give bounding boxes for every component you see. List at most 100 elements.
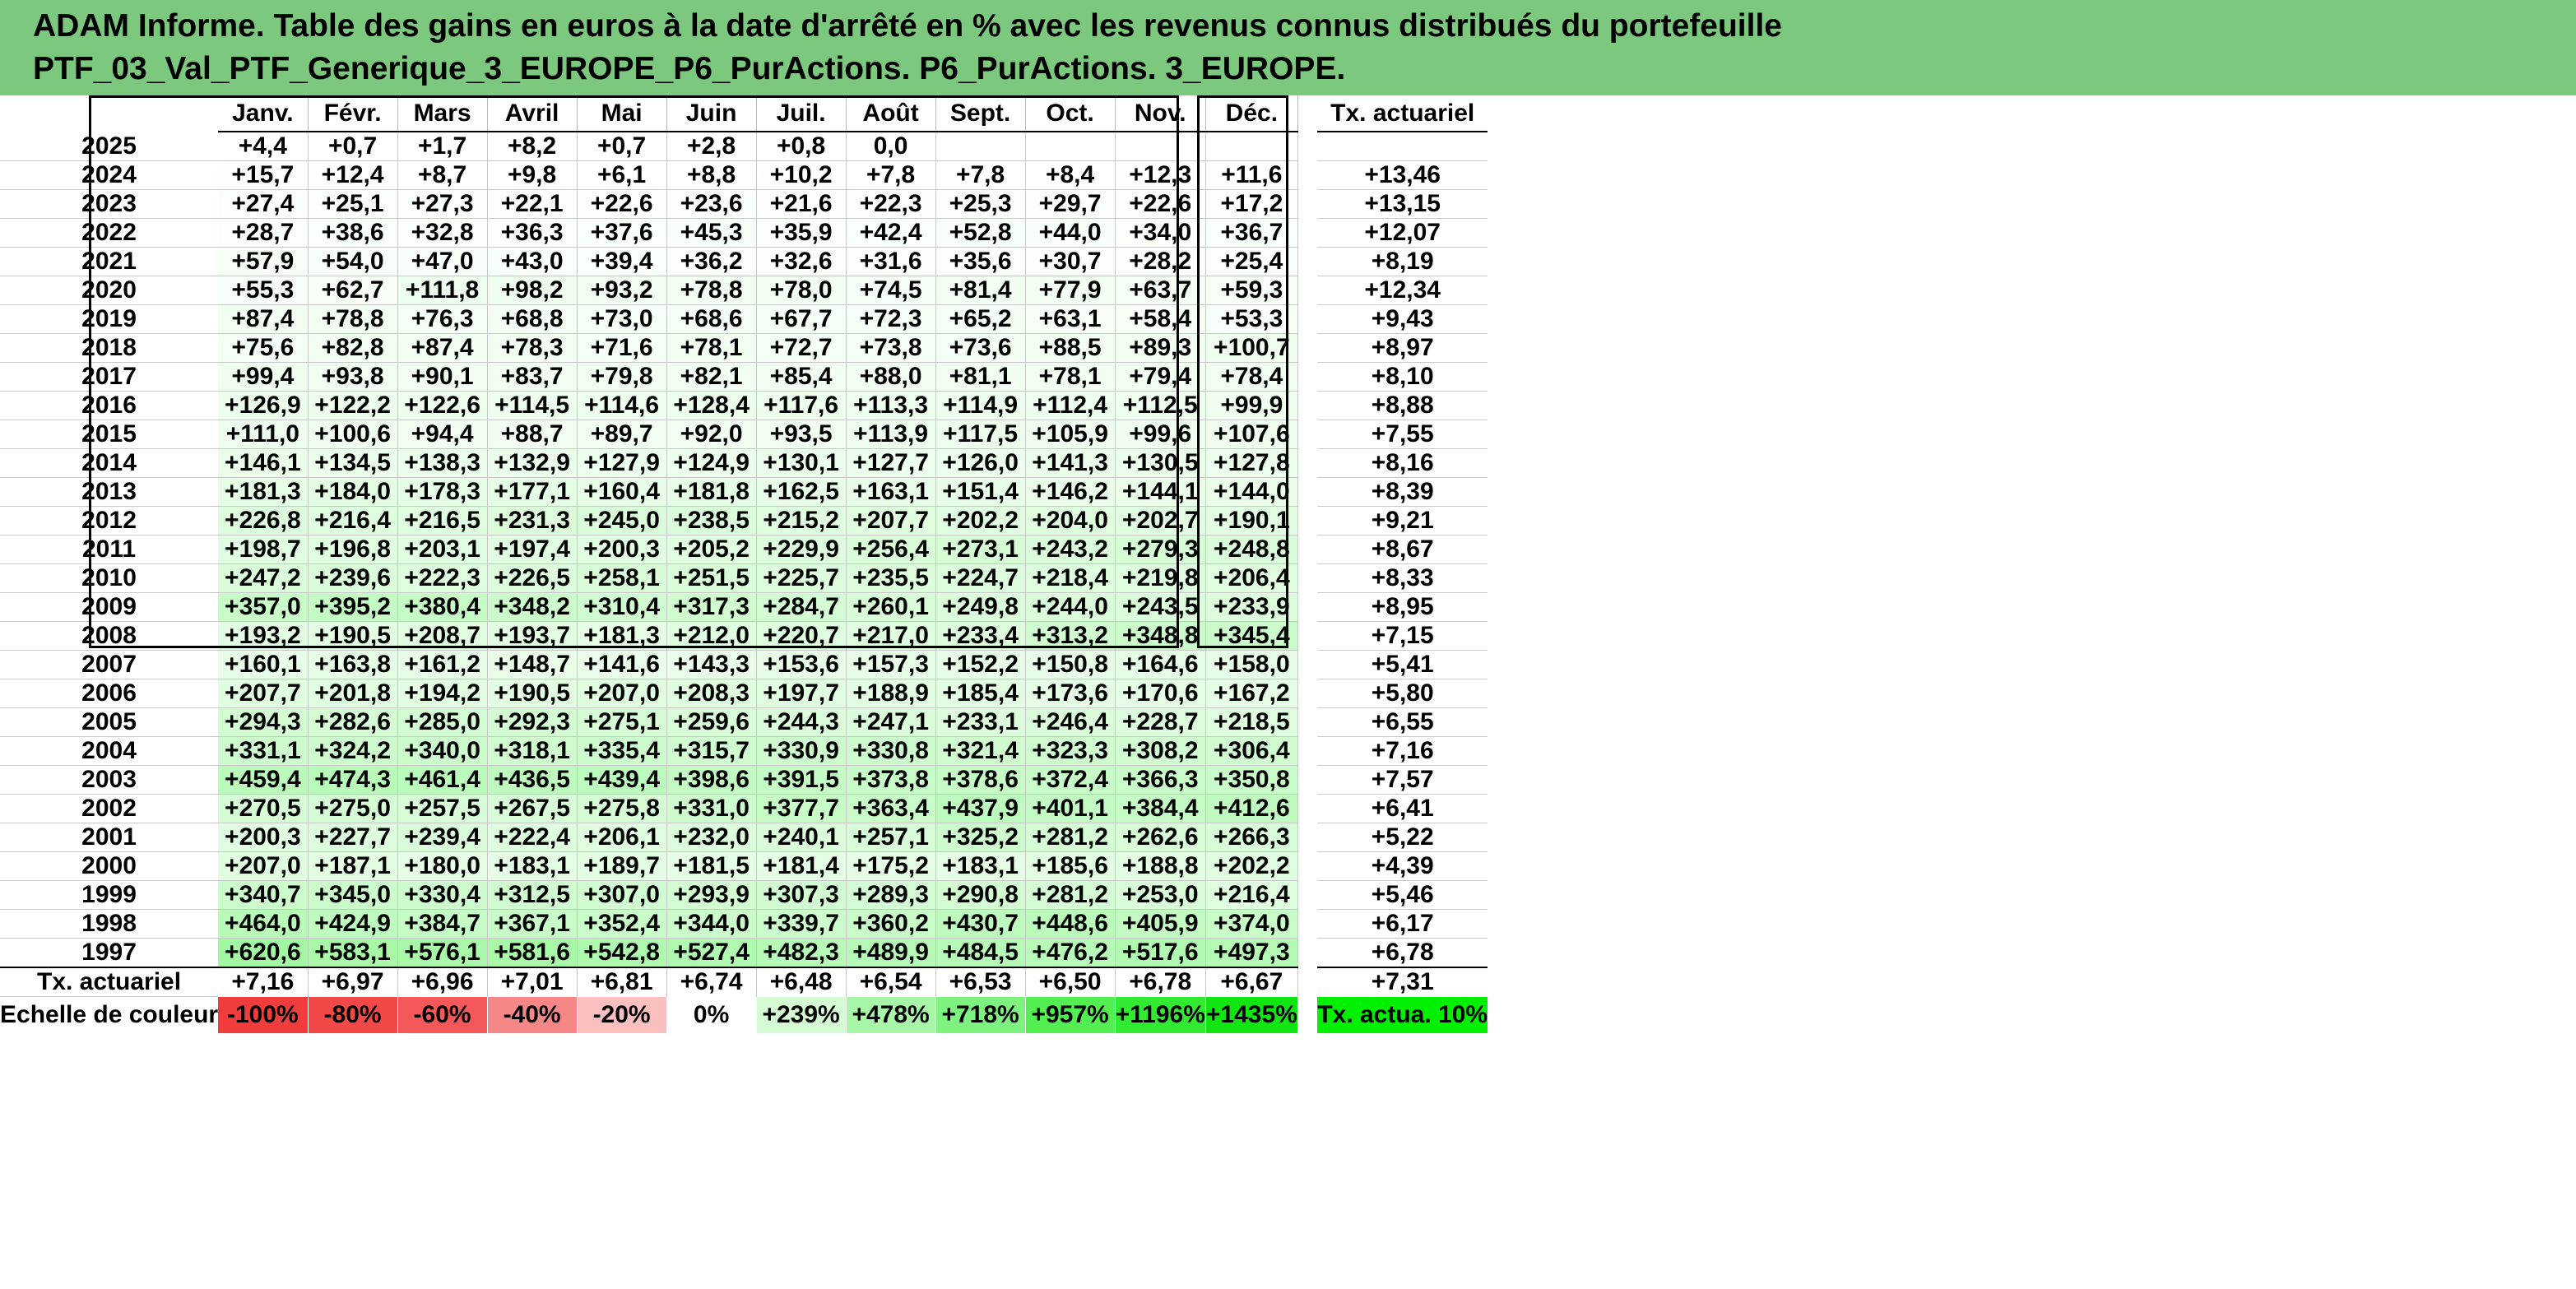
gain-cell: +357,0	[218, 592, 309, 622]
month-header: Mai	[577, 95, 667, 132]
gain-cell: +183,1	[935, 851, 1026, 881]
gap-cell	[1297, 95, 1318, 132]
gap-cell	[1297, 304, 1318, 334]
color-scale-swatch: -80%	[308, 996, 398, 1033]
gain-cell: +90,1	[397, 362, 488, 392]
annual-rate-cell: +5,46	[1317, 880, 1488, 910]
year-cell: 2019	[0, 304, 219, 334]
annual-rate-cell: +8,95	[1317, 592, 1488, 622]
gain-cell: +307,3	[756, 880, 847, 910]
gain-cell: +206,1	[577, 823, 667, 852]
gap-cell	[1297, 880, 1318, 910]
gain-cell: +207,7	[218, 679, 309, 708]
gain-cell: +222,4	[487, 823, 578, 852]
gain-cell: +98,2	[487, 276, 578, 305]
annual-rate-cell: +6,55	[1317, 707, 1488, 737]
gain-cell: +482,3	[756, 938, 847, 968]
annual-rate-cell: +8,16	[1317, 448, 1488, 478]
gain-cell: +232,0	[666, 823, 757, 852]
gain-cell: +205,2	[666, 535, 757, 564]
gain-cell: +87,4	[397, 333, 488, 363]
color-scale-swatch: +718%	[935, 996, 1026, 1033]
gain-cell: +317,3	[666, 592, 757, 622]
gap-cell	[1297, 247, 1318, 276]
footer-rate-row: Tx. actuariel +7,16 +6,97 +6,96 +7,01 +6,81 +6…	[0, 967, 1488, 997]
gap-cell	[1297, 650, 1318, 679]
year-cell: 2006	[0, 679, 219, 708]
gap-cell	[1297, 535, 1318, 564]
rate-scale-swatch: Tx. actua. 10%	[1317, 996, 1488, 1033]
gain-cell: +202,2	[935, 506, 1026, 536]
gain-cell: +517,6	[1115, 938, 1206, 968]
gain-cell: +7,8	[935, 160, 1026, 190]
gain-cell: +53,3	[1205, 304, 1298, 334]
gain-cell: +340,7	[218, 880, 309, 910]
gain-cell: +117,5	[935, 420, 1026, 449]
gain-cell: +36,7	[1205, 218, 1298, 248]
gain-cell: +439,4	[577, 765, 667, 795]
gap-cell	[1297, 592, 1318, 622]
annual-rate-cell	[1317, 132, 1488, 161]
gain-cell: +201,8	[308, 679, 398, 708]
gain-cell: +366,3	[1115, 765, 1206, 795]
year-cell: 2023	[0, 189, 219, 219]
gain-cell: +436,5	[487, 765, 578, 795]
color-scale-swatch: -20%	[577, 996, 667, 1033]
gain-cell: +78,8	[666, 276, 757, 305]
gain-cell: +207,0	[218, 851, 309, 881]
gain-cell: +181,4	[756, 851, 847, 881]
gain-cell: +372,4	[1025, 765, 1116, 795]
gain-cell: +249,8	[935, 592, 1026, 622]
gain-cell: +318,1	[487, 736, 578, 766]
gain-cell: +270,5	[218, 794, 309, 823]
annual-rate-cell: +8,19	[1317, 247, 1488, 276]
table-row: 2007 +160,1 +163,8 +161,2 +148,7 +141,6 +143,3…	[0, 650, 1488, 679]
gap-cell	[1297, 189, 1318, 219]
gain-cell: +193,2	[218, 621, 309, 651]
gain-cell: +243,5	[1115, 592, 1206, 622]
month-header: Avril	[487, 95, 578, 132]
annual-rate-cell: +8,10	[1317, 362, 1488, 392]
gains-table: Janv. Févr. Mars Avril Mai Juin Juil. Août Sept.…	[0, 95, 1488, 1033]
gap-cell	[1297, 132, 1318, 161]
gain-cell: +489,9	[846, 938, 936, 968]
gain-cell: +256,4	[846, 535, 936, 564]
gap-cell	[1297, 391, 1318, 420]
gain-cell: +474,3	[308, 765, 398, 795]
gain-cell: +72,7	[756, 333, 847, 363]
gain-cell: +10,2	[756, 160, 847, 190]
gain-cell: +350,8	[1205, 765, 1298, 795]
gain-cell: +190,5	[487, 679, 578, 708]
gain-cell: +345,4	[1205, 621, 1298, 651]
gain-cell: +158,0	[1205, 650, 1298, 679]
gain-cell: +9,8	[487, 160, 578, 190]
gain-cell: +114,5	[487, 391, 578, 420]
gain-cell: +52,8	[935, 218, 1026, 248]
month-rate-cell: +6,50	[1025, 967, 1116, 997]
color-scale-swatch: +478%	[846, 996, 936, 1033]
gap-cell	[1297, 851, 1318, 881]
report-title-line2: PTF_03_Val_PTF_Generique_3_EUROPE_P6_Pur…	[33, 51, 1346, 86]
gain-cell: +47,0	[397, 247, 488, 276]
gain-cell: +476,2	[1025, 938, 1116, 968]
gain-cell: +200,3	[577, 535, 667, 564]
gain-cell: +77,9	[1025, 276, 1116, 305]
gain-cell: +78,4	[1205, 362, 1298, 392]
annual-rate-cell: +8,88	[1317, 391, 1488, 420]
gain-cell: +398,6	[666, 765, 757, 795]
table-row: 2000 +207,0 +187,1 +180,0 +183,1 +189,7 +181,5…	[0, 851, 1488, 881]
gain-cell: +231,3	[487, 506, 578, 536]
year-cell: 2001	[0, 823, 219, 852]
gain-cell: +198,7	[218, 535, 309, 564]
gain-cell: +35,9	[756, 218, 847, 248]
table-row: 2025 +4,4 +0,7 +1,7 +8,2 +0,7 +2,8 +0,8 0,0	[0, 132, 1488, 161]
gain-cell: +83,7	[487, 362, 578, 392]
gain-cell: +167,2	[1205, 679, 1298, 708]
gain-cell: +312,5	[487, 880, 578, 910]
gap-cell	[1297, 765, 1318, 795]
gain-cell: +290,8	[935, 880, 1026, 910]
gain-cell: +374,0	[1205, 909, 1298, 939]
gain-cell: +190,1	[1205, 506, 1298, 536]
month-rate-cell: +6,54	[846, 967, 936, 997]
year-cell: 2012	[0, 506, 219, 536]
